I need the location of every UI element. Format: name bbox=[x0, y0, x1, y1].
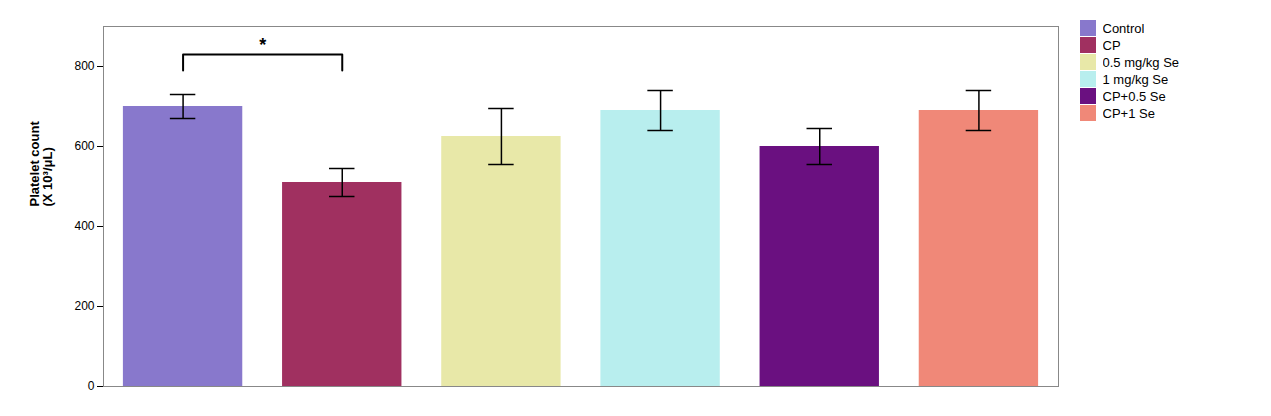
html-text:0.5 mg/kg Se: 0.5 mg/kg Se bbox=[1102, 54, 1180, 70]
svg-text:0: 0 bbox=[88, 379, 95, 393]
svg-text:800: 800 bbox=[74, 59, 94, 73]
svg-text:*: * bbox=[259, 35, 266, 55]
html-text:CP+0.5 Se: CP+0.5 Se bbox=[1102, 88, 1166, 104]
svg-text:Platelet count(X 10³/μL): Platelet count(X 10³/μL) bbox=[27, 121, 55, 207]
html-text:CP: CP bbox=[1102, 37, 1121, 53]
svg-text:200: 200 bbox=[74, 299, 94, 313]
html-text:1 mg/kg Se: 1 mg/kg Se bbox=[1102, 71, 1169, 87]
svg-text:400: 400 bbox=[74, 219, 94, 233]
html-text:Control: Control bbox=[1102, 20, 1145, 36]
html-text:CP+1 Se: CP+1 Se bbox=[1102, 105, 1155, 121]
svg-text:600: 600 bbox=[74, 139, 94, 153]
